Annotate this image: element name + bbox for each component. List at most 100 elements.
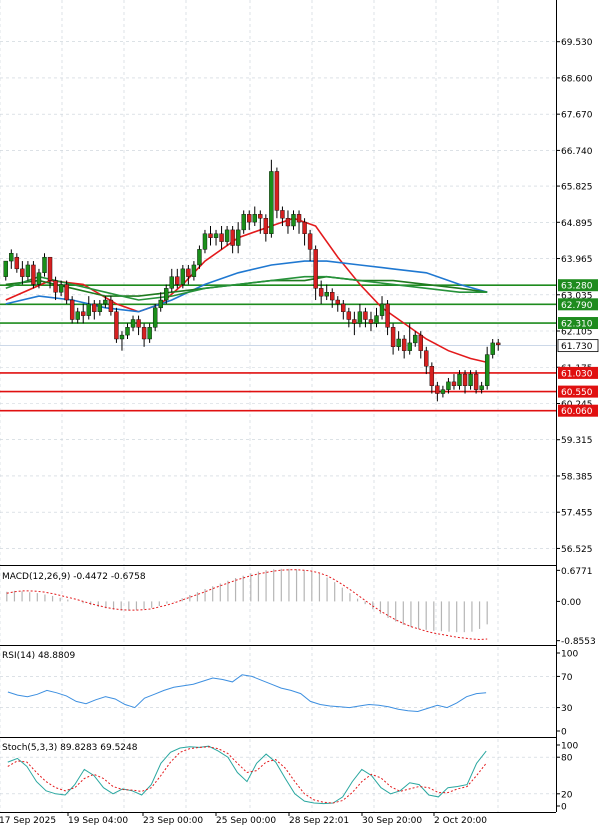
candle-body [213, 233, 219, 238]
macd-indicator-label: MACD(12,26,9) -0.4472 -0.6758 [2, 572, 146, 582]
candle-body [86, 303, 91, 316]
candle-body [202, 233, 208, 250]
rsi-indicator-label: RSI(14) 48.8809 [2, 651, 75, 661]
candle-body [219, 233, 224, 242]
price-tick-label: 63.965 [561, 255, 593, 265]
candle-body [496, 342, 501, 346]
rsi-tick-label: 100 [561, 650, 578, 660]
candle-body [191, 264, 197, 277]
candle-body [407, 342, 412, 351]
candle-body [42, 256, 47, 273]
candle-body [92, 303, 97, 312]
candle-body [164, 288, 169, 301]
candle-body [374, 315, 379, 324]
candle-body [20, 268, 25, 277]
rsi-tick-label: 0 [561, 728, 567, 738]
candle-body [324, 292, 329, 297]
moving-average-line [5, 275, 488, 301]
price-tick-label: 62.105 [561, 328, 593, 338]
candle-body [136, 319, 141, 328]
level-label: 61.030 [561, 369, 593, 379]
candle-body [302, 221, 307, 234]
level-label: 63.280 [561, 282, 593, 292]
stoch-tick-label: 100 [561, 742, 578, 752]
candle-body [141, 327, 147, 340]
candle-body [473, 373, 479, 390]
price-tick-label: 67.670 [561, 111, 593, 121]
candle-body [64, 284, 69, 301]
price-tick-label: 65.825 [561, 183, 593, 193]
level-label-box [558, 366, 598, 379]
candle-body [263, 218, 269, 234]
candle-body [296, 214, 302, 223]
rsi-line [7, 674, 487, 713]
macd-tick-label: 0.00 [561, 598, 581, 608]
candle-body [169, 276, 174, 289]
candle-body [280, 210, 285, 219]
time-axis-label: 19 Sep 04:00 [68, 816, 128, 826]
candle-body [424, 350, 429, 367]
candle-body [3, 260, 8, 277]
level-label-box [558, 317, 598, 330]
candle-body [379, 303, 385, 316]
stoch-d-line [7, 746, 487, 804]
candle-body [9, 253, 14, 262]
macd-tick-label: 0.6771 [561, 567, 593, 577]
candle-body [435, 385, 440, 394]
candle-body [103, 299, 108, 305]
stoch-indicator-label: Stoch(5,3,3) 89.8283 69.5248 [2, 743, 138, 753]
candle-body [318, 288, 324, 297]
price-tick-label: 64.895 [561, 219, 593, 229]
candle-body [47, 256, 53, 281]
candle-body [186, 268, 191, 277]
candle-body [53, 280, 58, 293]
candle-body [69, 299, 75, 320]
candle-body [346, 311, 352, 320]
macd-signal-line [6, 569, 488, 641]
candle-body [484, 354, 490, 386]
candle-body [224, 229, 230, 242]
candle-body [197, 249, 202, 266]
candle-body [363, 311, 368, 320]
candle-body [335, 299, 340, 305]
level-label: 60.550 [561, 388, 593, 398]
rsi-tick-label: 70 [561, 673, 573, 683]
candle-body [462, 373, 468, 386]
current-price-label-box [557, 339, 599, 353]
candle-body [307, 233, 313, 250]
candle-body [125, 327, 130, 336]
candle-body [152, 307, 158, 328]
candle-body [130, 319, 136, 328]
macd-tick-label: -0.8553 [561, 637, 596, 647]
candle-body [114, 311, 119, 340]
price-tick-label: 59.315 [561, 436, 593, 446]
candle-body [451, 381, 457, 386]
candle-body [36, 272, 42, 285]
level-label-box [558, 385, 598, 398]
price-tick-label: 63.035 [561, 291, 593, 301]
candle-body [468, 373, 473, 386]
candle-body [235, 229, 241, 246]
candle-body [352, 319, 357, 324]
stoch-k-line [7, 745, 487, 805]
candle-body [119, 334, 125, 340]
candle-body [401, 338, 407, 351]
candle-body [291, 214, 296, 227]
price-tick-label: 58.385 [561, 472, 593, 482]
candle-body [230, 229, 235, 246]
candle-body [147, 327, 152, 340]
level-label: 62.790 [561, 301, 593, 311]
current-price-label: 61.730 [561, 342, 593, 352]
price-tick-label: 57.455 [561, 509, 593, 519]
time-axis-label: 2 Oct 20:00 [434, 816, 487, 826]
candle-body [313, 249, 318, 289]
candle-body [97, 303, 103, 312]
candle-body [208, 233, 213, 238]
price-tick-label: 68.600 [561, 74, 593, 84]
time-axis-label: 23 Sep 00:00 [143, 816, 203, 826]
time-axis-label: 30 Sep 20:00 [362, 816, 422, 826]
candle-body [429, 366, 435, 386]
candle-body [158, 299, 163, 309]
